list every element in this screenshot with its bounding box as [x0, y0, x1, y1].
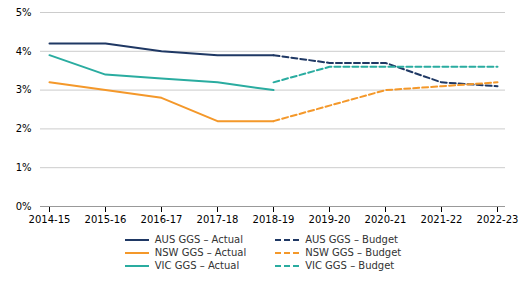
svg-text:5%: 5%: [16, 7, 32, 18]
svg-text:2015-16: 2015-16: [85, 214, 127, 225]
svg-text:2022-23: 2022-23: [477, 214, 519, 225]
svg-text:2021-22: 2021-22: [421, 214, 463, 225]
svg-text:3%: 3%: [16, 84, 32, 95]
html-text:NSW GGS – Actual: NSW GGS – Actual: [154, 247, 247, 258]
html-text:AUS GGS – Actual: AUS GGS – Actual: [154, 234, 243, 245]
svg-text:2016-17: 2016-17: [141, 214, 183, 225]
html-text:AUS GGS – Budget: AUS GGS – Budget: [305, 234, 398, 245]
svg-text:2014-15: 2014-15: [29, 214, 71, 225]
html-text:VIC GGS – Budget: VIC GGS – Budget: [305, 260, 395, 271]
svg-text:0%: 0%: [16, 201, 32, 212]
html-text:VIC GGS – Actual: VIC GGS – Actual: [154, 260, 240, 271]
svg-text:1%: 1%: [16, 162, 32, 173]
svg-text:2%: 2%: [16, 123, 32, 134]
svg-text:2018-19: 2018-19: [253, 214, 295, 225]
svg-text:2017-18: 2017-18: [197, 214, 239, 225]
svg-text:2020-21: 2020-21: [365, 214, 407, 225]
html-text:NSW GGS – Budget: NSW GGS – Budget: [305, 247, 402, 258]
svg-text:2019-20: 2019-20: [309, 214, 351, 225]
svg-text:4%: 4%: [16, 46, 32, 57]
